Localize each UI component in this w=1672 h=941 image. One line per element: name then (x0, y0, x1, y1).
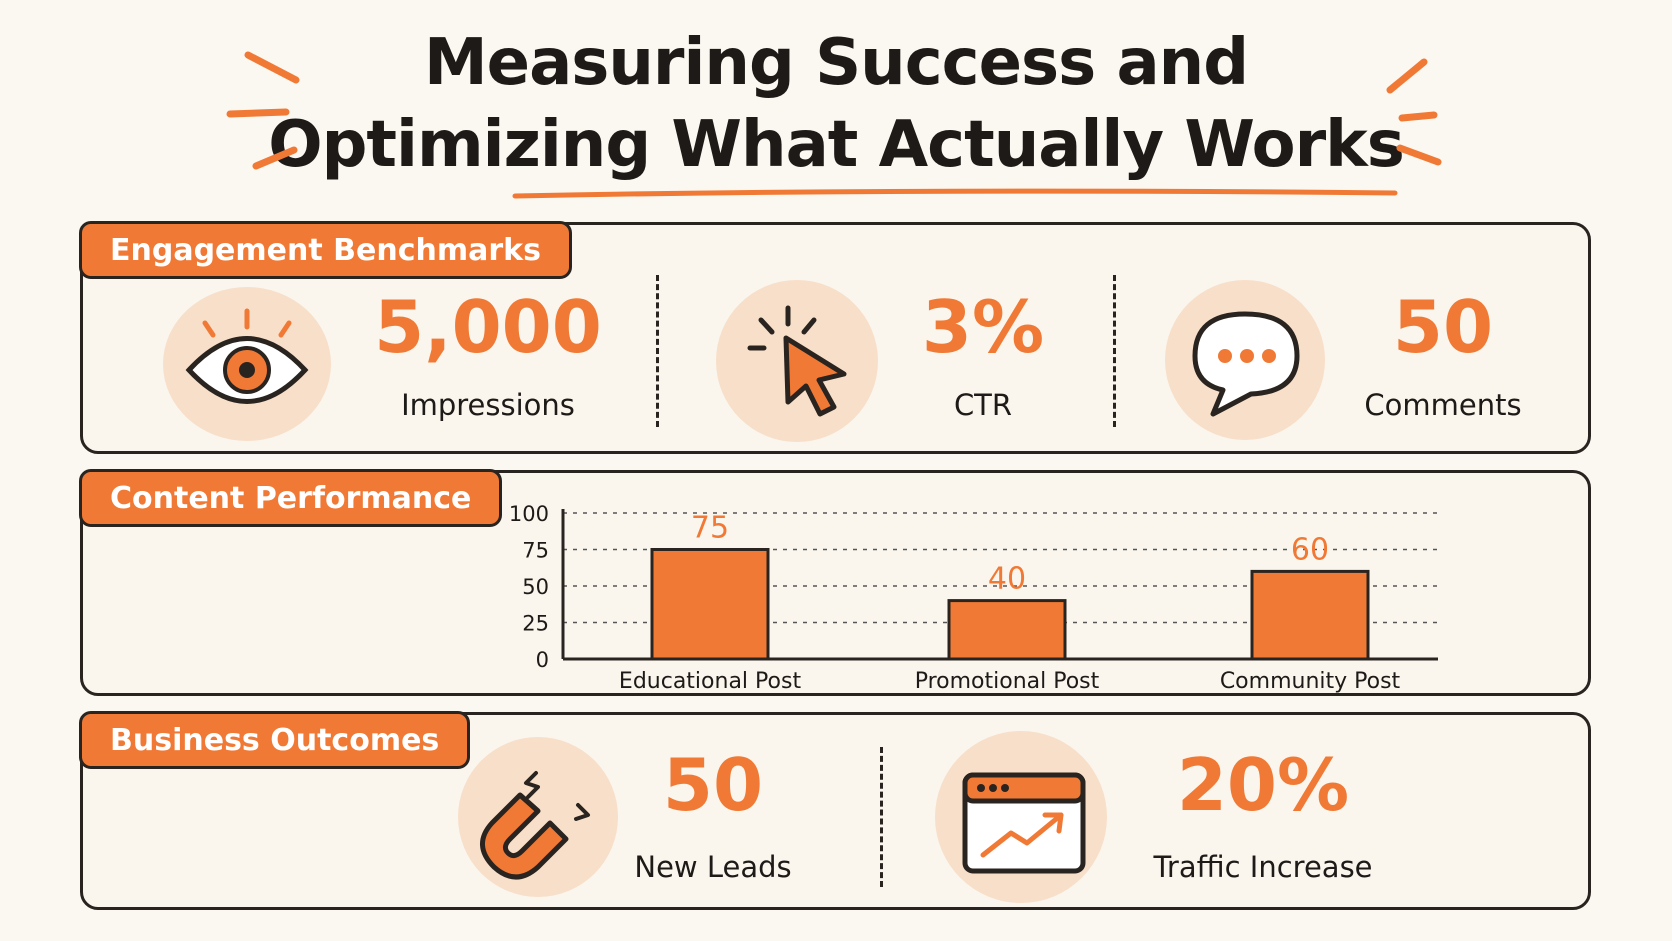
business-outcomes-panel: Business Outcomes 50 New Leads 20% Traff… (79, 711, 1591, 910)
ctr-value: 3% (921, 285, 1045, 369)
cursor-click-icon (716, 280, 878, 442)
data-label: 40 (988, 562, 1026, 597)
data-label: 75 (691, 511, 729, 546)
engagement-benchmarks-heading: Engagement Benchmarks (79, 221, 572, 279)
content-performance-heading: Content Performance (79, 469, 503, 527)
eye-icon (163, 287, 331, 441)
x-tick-label: Promotional Post (915, 669, 1100, 694)
title-sparkle-right-icon (1386, 58, 1442, 166)
business-outcomes-heading: Business Outcomes (79, 711, 471, 769)
data-label: 60 (1291, 532, 1329, 567)
bar (650, 548, 770, 661)
bar (947, 599, 1067, 661)
y-tick-label: 75 (522, 539, 549, 563)
magnet-icon (458, 737, 618, 897)
y-tick-label: 50 (522, 575, 549, 599)
new-leads-value: 50 (662, 743, 764, 827)
impressions-label: Impressions (401, 388, 575, 422)
page-title: Measuring Success and Optimizing What Ac… (0, 22, 1672, 186)
divider (880, 747, 883, 887)
speech-bubble-icon (1165, 280, 1325, 440)
x-tick-label: Community Post (1220, 669, 1401, 694)
divider (1113, 275, 1116, 427)
bar (1250, 569, 1370, 661)
traffic-increase-label: Traffic Increase (1153, 850, 1373, 884)
new-leads-label: New Leads (634, 850, 792, 884)
y-tick-label: 100 (509, 502, 549, 526)
y-tick-label: 25 (522, 612, 549, 636)
x-tick-label: Educational Post (619, 669, 802, 694)
engagement-benchmarks-panel: Engagement Benchmarks 5,000 Impressions (79, 221, 1591, 454)
comments-label: Comments (1364, 388, 1522, 422)
trending-browser-icon (935, 731, 1107, 903)
comments-value: 50 (1392, 285, 1494, 369)
impressions-value: 5,000 (374, 285, 602, 369)
title-line-2: Optimizing What Actually Works (268, 108, 1405, 182)
y-tick-label: 0 (536, 648, 549, 672)
ctr-label: CTR (953, 388, 1013, 422)
title-sparkle-left-icon (226, 51, 300, 170)
divider (656, 275, 659, 427)
title-line-1: Measuring Success and (423, 26, 1249, 100)
traffic-increase-value: 20% (1176, 743, 1350, 827)
